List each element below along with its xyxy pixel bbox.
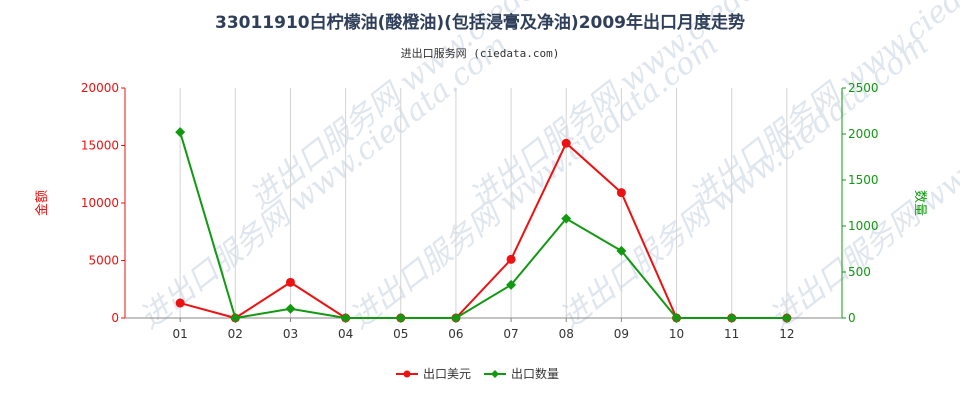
series-2-point-08 — [561, 213, 572, 224]
left-tick-label-0: 0 — [111, 311, 119, 325]
x-tick-label-10: 10 — [669, 327, 684, 341]
x-tick-label-07: 07 — [503, 327, 518, 341]
left-tick-labels: 0 5000 10000 15000 20000 — [81, 81, 119, 325]
series-2-point-04 — [340, 313, 351, 323]
x-tick-label-01: 01 — [173, 327, 188, 341]
series-line-2 — [179, 131, 787, 320]
legend-marker-2 — [491, 370, 499, 378]
x-tick-label-12: 12 — [779, 327, 794, 341]
y-axis-left-label: 金额 — [34, 190, 50, 216]
series-2-point-01 — [175, 127, 186, 138]
x-tick-label-06: 06 — [448, 327, 463, 341]
series-1-point-01 — [175, 298, 185, 308]
series-layer — [175, 127, 792, 323]
chart-title: 33011910白柠檬油(酸橙油)(包括浸膏及净油)2009年出口月度走势 — [215, 12, 745, 33]
series-1-point-07 — [506, 254, 516, 264]
chart-subtitle: 进出口服务网 (ciedata.com) — [401, 46, 560, 60]
legend-label-2: 出口数量 — [511, 366, 559, 381]
x-tick-label-09: 09 — [614, 327, 629, 341]
right-tick-label-1500: 1500 — [848, 173, 879, 187]
x-tick-label-11: 11 — [724, 327, 739, 341]
series-2-point-03 — [285, 303, 296, 314]
left-tick-label-15000: 15000 — [81, 139, 119, 153]
series-1-point-09 — [616, 188, 626, 198]
right-tick-label-2500: 2500 — [848, 81, 879, 95]
series-1-point-03 — [285, 277, 295, 287]
series-1-point-08 — [561, 138, 571, 148]
series-2-point-05 — [395, 313, 406, 323]
series-2-point-10 — [671, 313, 682, 323]
series-2-point-07 — [506, 279, 517, 290]
right-tick-labels: 0 500 1000 1500 2000 2500 — [848, 81, 879, 325]
series-2-point-12 — [781, 313, 792, 323]
right-tick-label-500: 500 — [848, 265, 871, 279]
right-tick-label-0: 0 — [848, 311, 856, 325]
x-tick-label-05: 05 — [393, 327, 408, 341]
left-tick-label-10000: 10000 — [81, 196, 119, 210]
right-tick-label-1000: 1000 — [848, 219, 879, 233]
x-tick-label-03: 03 — [283, 327, 298, 341]
watermark-text-1: 进出口服务网 www.ciedata.com — [133, 28, 514, 337]
right-tick-label-2000: 2000 — [848, 127, 879, 141]
left-tick-label-5000: 5000 — [88, 254, 119, 268]
series-2-point-09 — [616, 245, 627, 256]
legend: 出口美元 出口数量 — [396, 366, 559, 381]
left-tick-label-20000: 20000 — [81, 81, 119, 95]
grid-lines — [179, 88, 788, 318]
legend-marker-1 — [403, 370, 411, 378]
x-tick-label-04: 04 — [338, 327, 353, 341]
x-tick-label-02: 02 — [228, 327, 243, 341]
x-tick-label-08: 08 — [559, 327, 574, 341]
x-tick-labels: 01 02 03 04 05 06 07 08 09 10 11 12 — [173, 327, 795, 341]
series-2-point-02 — [230, 313, 241, 323]
legend-label-1: 出口美元 — [423, 367, 471, 381]
y-axis-right-label: 数量 — [912, 190, 927, 216]
series-2-point-06 — [450, 313, 461, 323]
series-2-point-11 — [726, 313, 737, 323]
